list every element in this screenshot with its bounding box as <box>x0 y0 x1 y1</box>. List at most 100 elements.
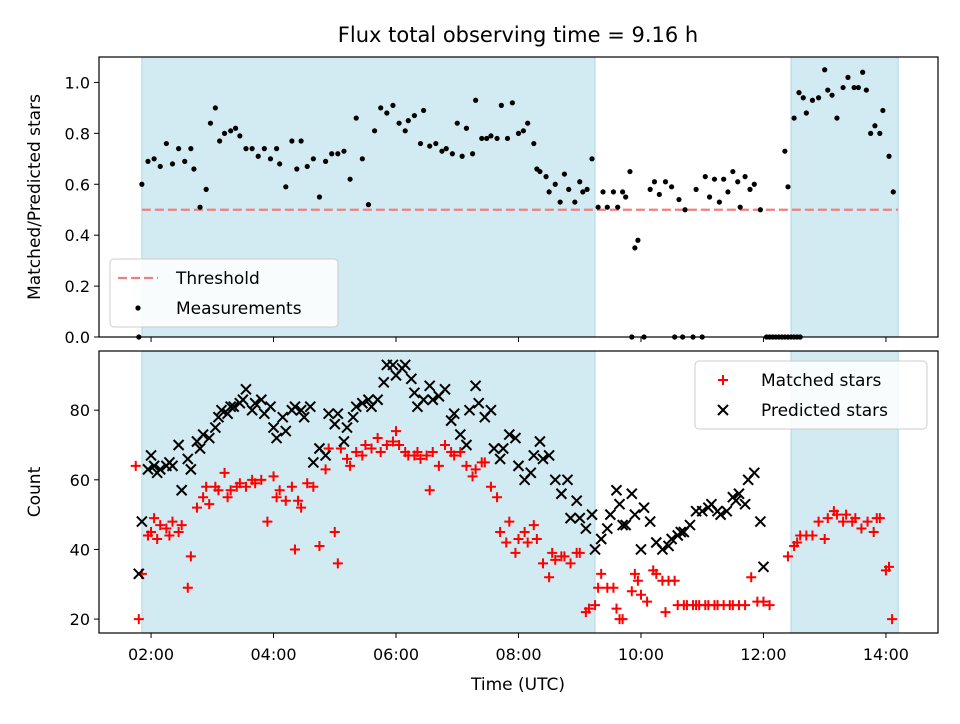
data-point <box>332 558 343 569</box>
y-axis-label: Count <box>25 466 45 517</box>
data-point <box>550 554 561 565</box>
data-point <box>191 166 197 172</box>
data-point <box>277 161 283 167</box>
data-point <box>246 404 258 416</box>
data-point <box>593 582 604 593</box>
data-point <box>730 494 742 507</box>
data-point <box>512 460 525 472</box>
data-point <box>322 407 335 420</box>
data-point <box>433 460 444 471</box>
data-point <box>198 492 209 503</box>
data-point <box>537 558 548 569</box>
data-point <box>378 105 384 111</box>
data-point <box>485 481 496 492</box>
data-point <box>800 95 806 101</box>
data-point <box>243 146 249 152</box>
data-point <box>394 440 405 450</box>
chart-title: Flux total observing time = 9.16 h <box>338 23 698 47</box>
data-point <box>840 84 846 91</box>
data-point <box>819 534 830 544</box>
data-point <box>371 394 384 406</box>
data-point <box>304 163 310 170</box>
data-point <box>399 359 411 371</box>
data-point <box>503 428 516 441</box>
data-point <box>261 146 267 152</box>
data-point <box>423 380 436 392</box>
data-point <box>228 400 240 413</box>
data-point <box>531 534 542 544</box>
data-point <box>298 138 304 144</box>
data-point <box>785 184 791 190</box>
data-point <box>647 186 653 192</box>
legend-marker <box>717 404 729 416</box>
data-point <box>479 135 485 142</box>
data-point <box>185 463 197 476</box>
data-point <box>561 171 568 177</box>
data-point <box>148 460 160 472</box>
data-point <box>136 515 148 528</box>
y-tick-label: 60 <box>70 471 90 490</box>
data-point <box>656 191 662 198</box>
x-tick-label: 14:00 <box>863 645 909 664</box>
data-point <box>574 547 585 558</box>
data-point <box>320 464 331 475</box>
data-point <box>215 404 228 416</box>
data-point <box>390 102 396 108</box>
data-point <box>513 534 524 544</box>
legend: Matched stars Predicted stars <box>694 360 928 430</box>
data-point <box>191 502 202 513</box>
data-point <box>470 464 481 475</box>
data-point <box>862 516 873 527</box>
data-point <box>329 151 335 157</box>
data-point <box>341 421 353 434</box>
data-point <box>651 179 658 185</box>
data-point <box>224 400 237 413</box>
data-point <box>504 135 511 142</box>
data-point <box>219 467 230 478</box>
data-point <box>172 439 185 451</box>
observing-window-0 <box>141 350 596 634</box>
data-point <box>488 442 500 455</box>
data-point <box>737 204 743 210</box>
data-point <box>133 568 145 580</box>
y-axis-label: Matched/Predicted stars <box>25 94 45 300</box>
data-point <box>256 474 267 485</box>
data-point <box>213 485 224 496</box>
data-point <box>725 189 731 195</box>
data-point <box>271 492 282 503</box>
data-point <box>740 600 751 611</box>
data-point <box>721 505 733 517</box>
data-point <box>304 400 316 413</box>
data-point <box>463 404 476 416</box>
x-tick-label: 12:00 <box>740 645 786 664</box>
data-point <box>834 115 840 121</box>
data-point <box>509 100 515 106</box>
data-point <box>408 387 421 399</box>
data-point <box>146 527 157 538</box>
data-point <box>149 513 160 524</box>
data-point <box>714 508 727 521</box>
data-point <box>240 383 252 396</box>
data-point <box>316 194 323 200</box>
data-point <box>335 151 341 157</box>
data-point <box>534 435 546 448</box>
data-point <box>584 186 590 192</box>
data-point <box>338 435 350 448</box>
data-point <box>405 118 411 124</box>
data-point <box>626 488 638 500</box>
data-point <box>319 449 332 462</box>
data-point <box>240 481 251 492</box>
data-point <box>565 558 576 569</box>
data-point <box>856 523 867 534</box>
data-point <box>347 176 353 182</box>
data-point <box>357 450 368 461</box>
panel-counts: 20 40 60 80 02:00 04:00 06:00 08:00 10:00 12:00 14… <box>25 350 939 664</box>
data-point <box>611 603 622 614</box>
data-point <box>296 502 307 513</box>
data-point <box>461 460 472 471</box>
data-point <box>421 450 432 461</box>
data-point <box>182 453 194 465</box>
data-point <box>176 520 187 531</box>
data-point <box>427 143 433 149</box>
data-point <box>730 168 736 175</box>
